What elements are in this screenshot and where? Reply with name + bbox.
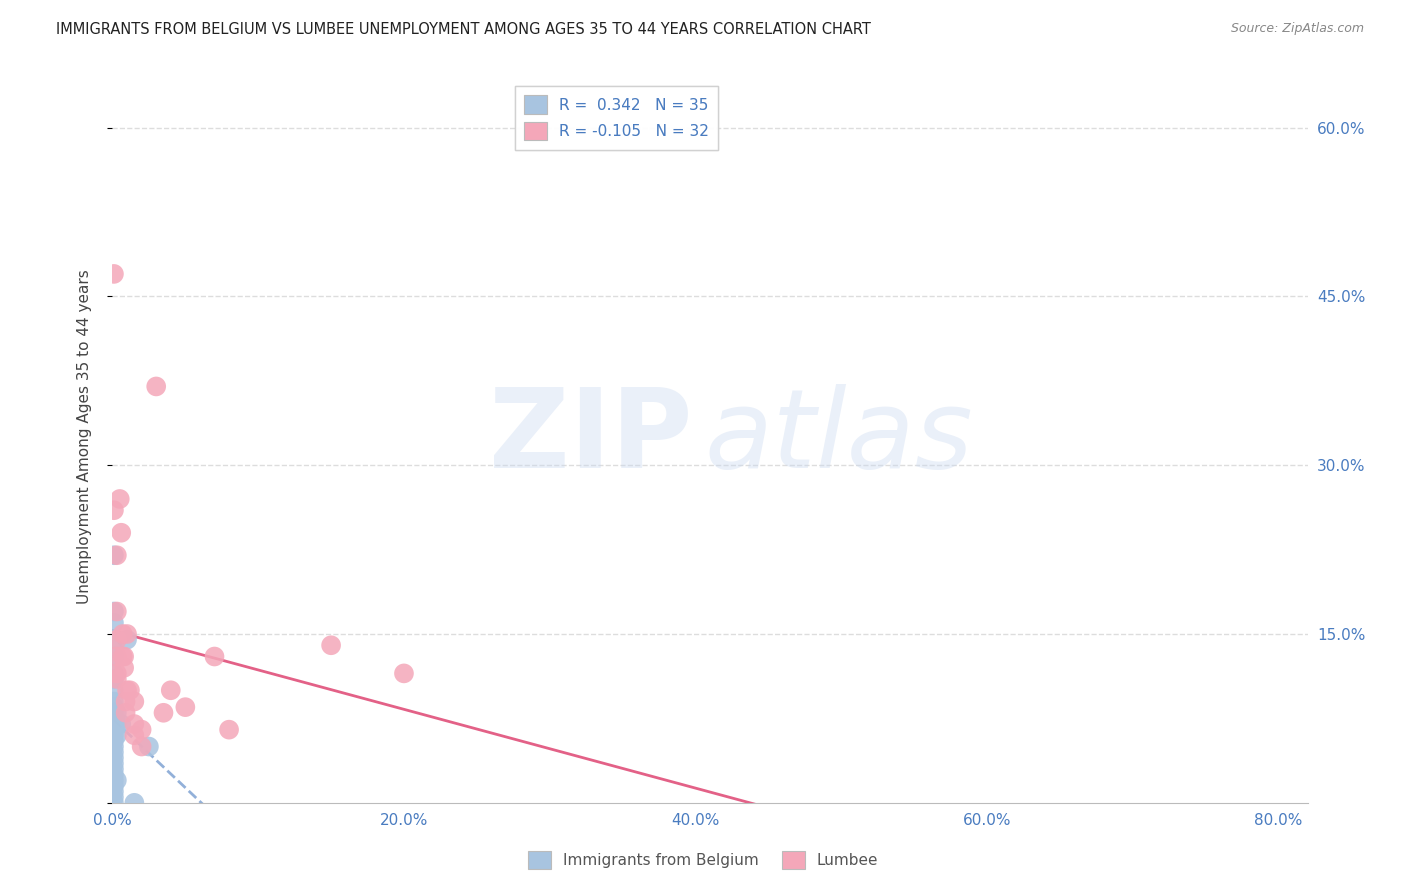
Point	[114, 694, 136, 708]
Point	[103, 605, 125, 619]
Point	[105, 672, 128, 686]
Point	[105, 717, 128, 731]
Point	[138, 739, 160, 754]
Point	[114, 706, 136, 720]
Text: Source: ZipAtlas.com: Source: ZipAtlas.com	[1230, 22, 1364, 36]
Point	[112, 661, 135, 675]
Point	[152, 706, 174, 720]
Point	[110, 717, 132, 731]
Legend: Immigrants from Belgium, Lumbee: Immigrants from Belgium, Lumbee	[522, 845, 884, 875]
Point	[103, 711, 125, 725]
Point	[103, 756, 125, 771]
Point	[108, 491, 131, 506]
Point	[103, 773, 125, 788]
Point	[103, 548, 125, 562]
Point	[105, 632, 128, 647]
Point	[103, 739, 125, 754]
Point	[103, 723, 125, 737]
Point	[124, 717, 146, 731]
Point	[103, 672, 125, 686]
Point	[124, 728, 146, 742]
Point	[103, 632, 125, 647]
Point	[124, 796, 146, 810]
Point	[174, 700, 197, 714]
Point	[103, 779, 125, 793]
Point	[105, 605, 128, 619]
Point	[319, 638, 342, 652]
Point	[103, 267, 125, 281]
Point	[111, 649, 134, 664]
Point	[124, 694, 146, 708]
Text: atlas: atlas	[704, 384, 973, 491]
Point	[105, 728, 128, 742]
Point	[145, 379, 167, 393]
Point	[105, 548, 128, 562]
Point	[105, 649, 128, 664]
Point	[103, 745, 125, 759]
Point	[103, 649, 125, 664]
Point	[103, 796, 125, 810]
Point	[105, 773, 128, 788]
Point	[115, 683, 138, 698]
Point	[218, 723, 240, 737]
Point	[103, 790, 125, 805]
Point	[103, 767, 125, 781]
Point	[103, 615, 125, 630]
Point	[103, 717, 125, 731]
Point	[103, 706, 125, 720]
Point	[105, 706, 128, 720]
Text: IMMIGRANTS FROM BELGIUM VS LUMBEE UNEMPLOYMENT AMONG AGES 35 TO 44 YEARS CORRELA: IMMIGRANTS FROM BELGIUM VS LUMBEE UNEMPL…	[56, 22, 872, 37]
Legend: R =  0.342   N = 35, R = -0.105   N = 32: R = 0.342 N = 35, R = -0.105 N = 32	[515, 87, 718, 150]
Point	[103, 728, 125, 742]
Point	[110, 525, 132, 540]
Point	[204, 649, 226, 664]
Point	[112, 649, 135, 664]
Point	[103, 666, 125, 681]
Point	[103, 683, 125, 698]
Point	[131, 723, 153, 737]
Point	[118, 683, 141, 698]
Point	[103, 694, 125, 708]
Point	[103, 762, 125, 776]
Point	[103, 700, 125, 714]
Point	[103, 734, 125, 748]
Point	[105, 666, 128, 681]
Point	[103, 751, 125, 765]
Point	[392, 666, 415, 681]
Point	[111, 627, 134, 641]
Point	[103, 784, 125, 798]
Point	[103, 503, 125, 517]
Text: ZIP: ZIP	[489, 384, 692, 491]
Y-axis label: Unemployment Among Ages 35 to 44 years: Unemployment Among Ages 35 to 44 years	[77, 269, 91, 605]
Point	[159, 683, 181, 698]
Point	[115, 632, 138, 647]
Point	[131, 739, 153, 754]
Point	[115, 627, 138, 641]
